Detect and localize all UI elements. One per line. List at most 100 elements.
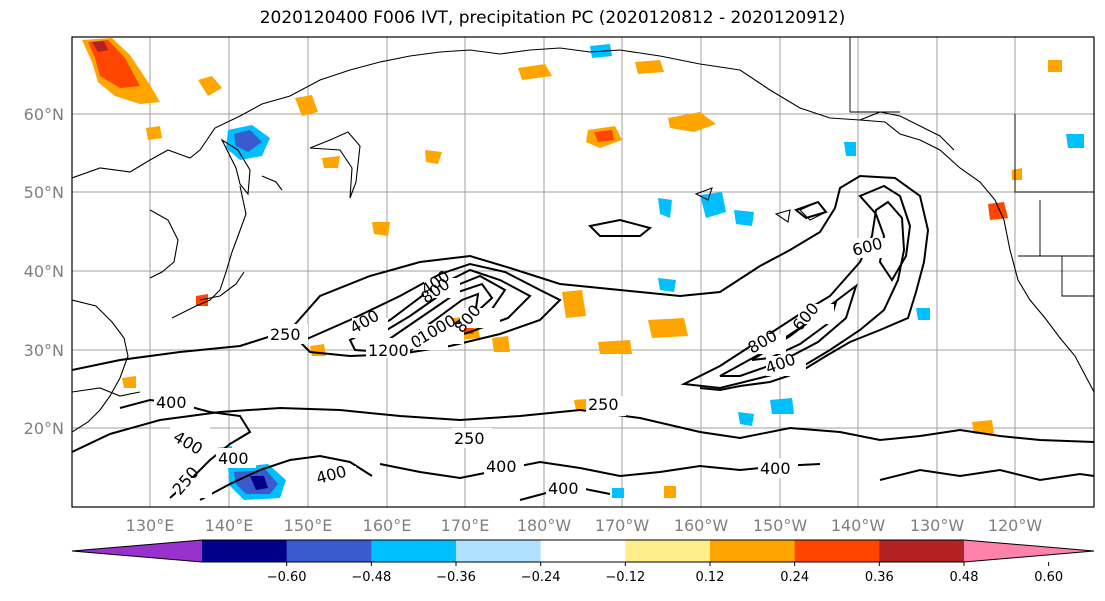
longitude-labels: 130°E 140°E 150°E 160°E 170°E 180°W 170°… bbox=[126, 516, 1043, 535]
precip-patch bbox=[972, 420, 994, 434]
lon-label: 130°W bbox=[910, 516, 965, 535]
precip-patch bbox=[295, 95, 318, 116]
ivt-contour-250-north bbox=[72, 174, 930, 392]
precip-patch bbox=[250, 476, 268, 490]
precip-patch bbox=[146, 126, 162, 140]
colorbar-segment bbox=[456, 540, 542, 562]
precip-patch bbox=[425, 150, 442, 164]
colorbar-segment bbox=[710, 540, 796, 562]
precip-patch bbox=[648, 318, 688, 338]
lon-label: 180°W bbox=[517, 516, 572, 535]
lon-label: 140°E bbox=[205, 516, 254, 535]
ivt-contour-400-sw bbox=[199, 454, 373, 501]
lat-label: 40°N bbox=[24, 262, 64, 281]
lat-label: 20°N bbox=[24, 419, 64, 438]
colorbar-extend-low bbox=[72, 540, 202, 562]
colorbar-segment bbox=[625, 540, 711, 562]
lon-label: 150°E bbox=[284, 516, 333, 535]
coastlines bbox=[72, 47, 1094, 433]
precip-patch bbox=[322, 156, 340, 168]
precip-patch bbox=[122, 376, 136, 388]
lon-label: 160°W bbox=[674, 516, 729, 535]
colorbar-segment bbox=[879, 540, 965, 562]
ivt-contour-250-south bbox=[72, 406, 1094, 453]
precip-patch bbox=[770, 398, 794, 414]
lat-label: 30°N bbox=[24, 341, 64, 360]
precip-patch bbox=[562, 290, 586, 318]
precip-patch bbox=[1066, 134, 1084, 148]
colorbar-extend-high bbox=[964, 540, 1094, 562]
lon-label: 140°W bbox=[831, 516, 886, 535]
precip-patch bbox=[916, 308, 930, 320]
lon-label: 170°E bbox=[441, 516, 490, 535]
precip-patch bbox=[518, 64, 552, 80]
colorbar-tick-label: 0.12 bbox=[696, 570, 725, 585]
lat-label: 60°N bbox=[24, 105, 64, 124]
colorbar-tick-label: 0.60 bbox=[1034, 570, 1063, 585]
contour-label: 250 bbox=[588, 395, 619, 414]
precip-patch bbox=[198, 76, 222, 96]
precip-patch bbox=[1048, 60, 1062, 72]
ivt-contour-400-se bbox=[879, 468, 1094, 482]
precip-patch bbox=[658, 198, 672, 218]
precip-patch bbox=[612, 488, 624, 498]
map-title: 2020120400 F006 IVT, precipitation PC (2… bbox=[259, 8, 846, 28]
precip-patch bbox=[234, 130, 262, 152]
precip-patch bbox=[594, 130, 614, 142]
map-frame bbox=[71, 36, 1095, 508]
lon-label: 170°W bbox=[595, 516, 650, 535]
precip-patch bbox=[738, 412, 754, 426]
precip-patch bbox=[492, 336, 510, 352]
gridlines bbox=[72, 37, 1094, 507]
colorbar-tick-label: 0.24 bbox=[780, 570, 809, 585]
contour-label: 400 bbox=[486, 457, 517, 476]
lon-label: 150°W bbox=[753, 516, 808, 535]
colorbar: −0.60 −0.48 −0.36 −0.24 −0.12 0.12 0.24 0.36 0.4… bbox=[71, 539, 1095, 585]
colorbar-segment bbox=[202, 540, 288, 562]
precip-patch bbox=[92, 41, 108, 52]
colorbar-tick-label: −0.24 bbox=[521, 570, 561, 585]
precip-patch bbox=[88, 40, 140, 88]
precip-patch bbox=[988, 202, 1008, 220]
contour-label: 400 bbox=[760, 459, 791, 478]
lon-label: 130°E bbox=[126, 516, 175, 535]
colorbar-segment bbox=[794, 540, 880, 562]
precip-patch bbox=[734, 210, 754, 226]
ivt-contour-small bbox=[793, 200, 828, 220]
contour-label: 400 bbox=[548, 479, 579, 498]
precip-patch bbox=[635, 60, 664, 74]
precip-patch bbox=[700, 192, 726, 218]
ivt-contour-600-north bbox=[858, 184, 912, 282]
colorbar-tick-label: 0.48 bbox=[950, 570, 979, 585]
precip-patch bbox=[372, 222, 390, 236]
precip-patch bbox=[664, 486, 676, 498]
colorbar-tick-label: 0.36 bbox=[865, 570, 894, 585]
ivt-contour-400-south bbox=[379, 460, 821, 480]
contour-label: 250 bbox=[270, 325, 301, 344]
colorbar-segment bbox=[371, 540, 457, 562]
colorbar-tick-label: −0.12 bbox=[605, 570, 645, 585]
contour-label: 1200 bbox=[368, 341, 409, 360]
political-borders bbox=[849, 37, 1094, 297]
contour-label: 250 bbox=[454, 429, 485, 448]
colorbar-segment bbox=[540, 540, 626, 562]
colorbar-segment bbox=[286, 540, 372, 562]
colorbar-tick-label: −0.36 bbox=[436, 570, 476, 585]
precip-patch bbox=[598, 340, 632, 354]
lat-label: 50°N bbox=[24, 183, 64, 202]
lon-label: 160°E bbox=[363, 516, 412, 535]
ivt-contour-small bbox=[587, 218, 653, 237]
colorbar-tick-label: −0.48 bbox=[351, 570, 391, 585]
precip-patch bbox=[658, 278, 676, 292]
precip-patch bbox=[668, 112, 716, 132]
colorbar-outline bbox=[71, 539, 1095, 563]
colorbar-tick-label: −0.60 bbox=[267, 570, 307, 585]
contour-labels: 250 400 400 800 1000 1200 1000 800 600 4… bbox=[154, 234, 892, 499]
latitude-labels: 60°N 50°N 40°N 30°N 20°N bbox=[24, 105, 64, 438]
contour-label: 400 bbox=[156, 393, 187, 412]
precip-patches bbox=[82, 38, 1084, 500]
precip-patch bbox=[844, 142, 856, 156]
precip-patch bbox=[1012, 168, 1022, 180]
contour-label: 400 bbox=[218, 449, 249, 468]
